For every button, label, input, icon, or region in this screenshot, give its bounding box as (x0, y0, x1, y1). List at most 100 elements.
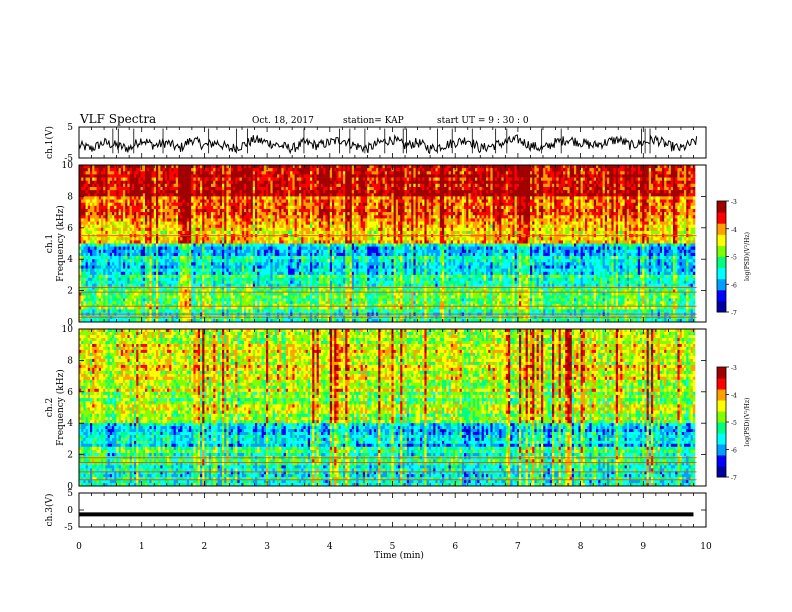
ch1-spec-cell (160, 206, 163, 209)
ch1-spec-cell (125, 190, 128, 193)
ch1-spec-cell (134, 181, 137, 184)
ch1-spec-cell (660, 206, 663, 209)
ch1-spec-cell (90, 218, 93, 221)
ch1-spec-cell (330, 181, 333, 184)
ch1-spec-cell (611, 203, 614, 206)
ch1-spec-cell (490, 206, 493, 209)
ch1-spec-cell (141, 209, 144, 212)
ch1-spec-cell (567, 178, 570, 181)
ch1-spec-cell (97, 196, 100, 199)
ch1-spec-cell (526, 178, 529, 181)
ch1-spec-cell (457, 203, 460, 206)
ch1-spec-cell (130, 203, 133, 206)
ch1-spec-cell (433, 184, 436, 187)
ch1-spec-cell (352, 187, 355, 190)
ch1-spec-cell (301, 174, 304, 177)
ch1-spec-cell (550, 215, 553, 218)
ch1-spec-cell (141, 174, 144, 177)
ch1-spec-cell (627, 171, 630, 174)
ch1-spec-cell (242, 190, 245, 193)
ch1-spec-cell (332, 174, 335, 177)
ch1-spec-cell (174, 200, 177, 203)
ch1-spec-cell (660, 212, 663, 215)
ch1-spec-cell (369, 190, 372, 193)
ch1-spec-cell (664, 215, 667, 218)
ch1-spec-cell (97, 184, 100, 187)
ch1-spec-cell (319, 212, 322, 215)
ch1-spec-cell (427, 212, 430, 215)
ch1-spec-cell (125, 206, 128, 209)
ch1-spec-cell (607, 193, 610, 196)
ch1-spec-cell (328, 196, 331, 199)
ch1-spec-cell (515, 165, 518, 168)
ch1-spec-cell (495, 165, 498, 168)
ch1-spec-cell (442, 171, 445, 174)
ch1-spec-cell (649, 174, 652, 177)
ch1-spec-cell (171, 165, 174, 168)
ch1-spec-cell (616, 171, 619, 174)
ch1-spec-cell (119, 165, 122, 168)
ch1-spec-cell (567, 209, 570, 212)
ch1-spec-cell (583, 171, 586, 174)
ch1-spec-cell (132, 203, 135, 206)
ch1-spec-cell (532, 187, 535, 190)
ch1-spec-cell (209, 168, 212, 171)
ch1-spec-cell (354, 193, 357, 196)
ch1-spec-cell (242, 193, 245, 196)
ch1-spec-cell (99, 168, 102, 171)
ch1-spec-cell (341, 181, 344, 184)
ch1-spec-cell (325, 190, 328, 193)
ch1-spec-cell (400, 178, 403, 181)
ch1-spec-cell (539, 178, 542, 181)
ch1-spec-cell (614, 178, 617, 181)
ch1-spec-cell (158, 171, 161, 174)
ch1-spec-cell (363, 190, 366, 193)
ch1-spec-cell (308, 215, 311, 218)
ch1-spec-cell (273, 209, 276, 212)
ch1-spec-cell (268, 215, 271, 218)
ch1-spec-cell (167, 193, 170, 196)
ch1-spec-cell (81, 174, 84, 177)
ch1-spec-cell (253, 184, 256, 187)
ch1-spec-cell (418, 196, 421, 199)
ch1-spec-cell (464, 209, 467, 212)
ch1-spec-cell (356, 190, 359, 193)
ch1-spec-cell (675, 209, 678, 212)
ch1-spec-cell (673, 215, 676, 218)
ch1-spec-cell (121, 187, 124, 190)
ch1-spec-cell (114, 174, 117, 177)
ch1-spec-cell (475, 200, 478, 203)
ch1-spec-cell (174, 165, 177, 168)
ch1-spec-cell (235, 203, 238, 206)
ch1-spec-cell (611, 187, 614, 190)
ch1-spec-cell (671, 184, 674, 187)
ch1-spec-cell (119, 184, 122, 187)
ch1-spec-cell (193, 181, 196, 184)
ch1-spec-cell (233, 196, 236, 199)
ch1-spec-cell (204, 190, 207, 193)
ch1-spec-cell (266, 196, 269, 199)
ch1-spec-cell (684, 193, 687, 196)
ch1-spec-cell (178, 178, 181, 181)
ch1-spec-cell (576, 215, 579, 218)
ch1-spec-cell (321, 165, 324, 168)
ch1-spec-cell (193, 209, 196, 212)
ch1-spec-cell (127, 200, 129, 203)
ch1-spec-cell (215, 178, 218, 181)
ch1-spec-cell (550, 200, 553, 203)
ch1-spec-cell (90, 190, 93, 193)
ch1-spec-cell (460, 187, 463, 190)
ch1-spec-cell (264, 181, 267, 184)
ch1-spec-cell (688, 168, 691, 171)
ch1-spec-cell (136, 209, 139, 212)
ch1-spec-cell (468, 181, 471, 184)
ch1-spec-cell (259, 168, 262, 171)
ch1-spec-cell (600, 196, 603, 199)
ch1-spec-cell (288, 193, 291, 196)
ch1-spec-cell (669, 190, 672, 193)
ch1-spec-cell (220, 206, 223, 209)
ch1-spec-cell (651, 178, 654, 181)
ch1-spec-cell (438, 171, 441, 174)
ch1-spec-cell (292, 212, 295, 215)
ch1-spec-cell (255, 181, 258, 184)
